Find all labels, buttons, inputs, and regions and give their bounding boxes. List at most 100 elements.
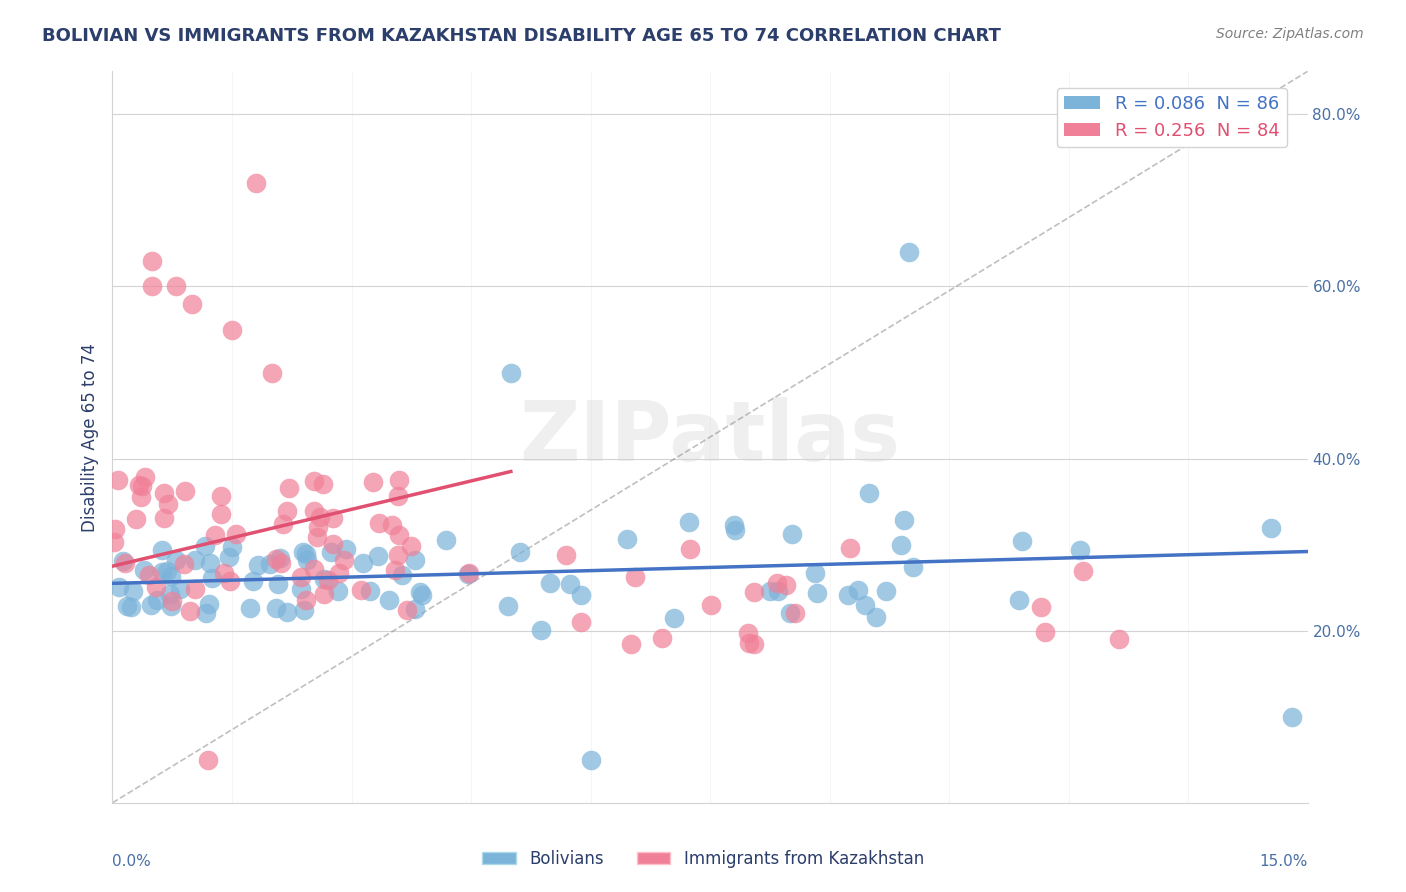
- Point: [165, 279, 187, 293]
- Point: [554, 548, 576, 562]
- Point: [678, 515, 700, 529]
- Point: [157, 497, 180, 511]
- Point: [742, 584, 765, 599]
- Point: [246, 558, 269, 572]
- Point: [304, 474, 326, 488]
- Text: BOLIVIAN VS IMMIGRANTS FROM KAZAKHSTAN DISABILITY AGE 65 TO 74 CORRELATION CHART: BOLIVIAN VS IMMIGRANTS FROM KAZAKHSTAN D…: [42, 27, 1001, 45]
- Point: [396, 603, 419, 617]
- Point: [112, 554, 135, 568]
- Point: [723, 518, 745, 533]
- Point: [384, 563, 406, 577]
- Point: [620, 637, 643, 651]
- Point: [194, 539, 217, 553]
- Point: [538, 575, 561, 590]
- Point: [579, 753, 602, 767]
- Point: [1073, 564, 1095, 578]
- Text: 15.0%: 15.0%: [1260, 854, 1308, 869]
- Point: [404, 553, 426, 567]
- Point: [209, 489, 232, 503]
- Point: [1281, 710, 1303, 724]
- Point: [295, 547, 318, 561]
- Point: [307, 530, 329, 544]
- Point: [853, 598, 876, 612]
- Point: [806, 586, 828, 600]
- Point: [198, 556, 221, 570]
- Point: [1069, 542, 1091, 557]
- Point: [759, 583, 782, 598]
- Point: [1011, 534, 1033, 549]
- Point: [890, 537, 912, 551]
- Point: [434, 533, 457, 548]
- Point: [377, 593, 399, 607]
- Point: [153, 510, 176, 524]
- Point: [181, 296, 204, 310]
- Point: [194, 606, 217, 620]
- Point: [132, 563, 155, 577]
- Point: [509, 545, 531, 559]
- Point: [775, 578, 797, 592]
- Point: [399, 539, 422, 553]
- Point: [387, 489, 409, 503]
- Point: [114, 556, 136, 570]
- Point: [858, 486, 880, 500]
- Point: [173, 483, 195, 498]
- Point: [138, 567, 160, 582]
- Point: [159, 587, 181, 601]
- Point: [837, 588, 859, 602]
- Point: [679, 541, 702, 556]
- Point: [411, 588, 433, 602]
- Point: [218, 574, 240, 588]
- Point: [270, 556, 292, 570]
- Point: [201, 570, 224, 584]
- Point: [221, 540, 243, 554]
- Point: [221, 322, 243, 336]
- Text: Source: ZipAtlas.com: Source: ZipAtlas.com: [1216, 27, 1364, 41]
- Point: [322, 537, 344, 551]
- Text: 0.0%: 0.0%: [112, 854, 152, 869]
- Point: [242, 574, 264, 588]
- Point: [779, 607, 801, 621]
- Point: [150, 566, 173, 580]
- Point: [292, 603, 315, 617]
- Point: [529, 623, 551, 637]
- Point: [212, 566, 235, 580]
- Point: [107, 473, 129, 487]
- Point: [350, 583, 373, 598]
- Point: [839, 541, 862, 555]
- Point: [457, 566, 479, 581]
- Point: [893, 513, 915, 527]
- Point: [294, 593, 316, 607]
- Point: [198, 597, 221, 611]
- Point: [134, 470, 156, 484]
- Point: [1260, 520, 1282, 534]
- Point: [184, 553, 207, 567]
- Point: [901, 560, 924, 574]
- Point: [150, 543, 173, 558]
- Point: [328, 566, 350, 580]
- Point: [260, 366, 283, 380]
- Point: [361, 475, 384, 490]
- Point: [1008, 592, 1031, 607]
- Point: [266, 601, 288, 615]
- Point: [742, 636, 765, 650]
- Point: [388, 528, 411, 542]
- Point: [352, 557, 374, 571]
- Point: [322, 510, 344, 524]
- Point: [122, 583, 145, 598]
- Point: [160, 599, 183, 613]
- Point: [278, 481, 301, 495]
- Point: [700, 598, 723, 612]
- Y-axis label: Disability Age 65 to 74: Disability Age 65 to 74: [80, 343, 98, 532]
- Point: [225, 527, 247, 541]
- Point: [141, 253, 163, 268]
- Point: [204, 528, 226, 542]
- Point: [141, 279, 163, 293]
- Point: [569, 615, 592, 629]
- Point: [169, 582, 191, 596]
- Legend: R = 0.086  N = 86, R = 0.256  N = 84: R = 0.086 N = 86, R = 0.256 N = 84: [1057, 87, 1286, 147]
- Point: [197, 753, 219, 767]
- Point: [499, 366, 522, 380]
- Point: [160, 593, 183, 607]
- Point: [152, 485, 174, 500]
- Point: [865, 610, 887, 624]
